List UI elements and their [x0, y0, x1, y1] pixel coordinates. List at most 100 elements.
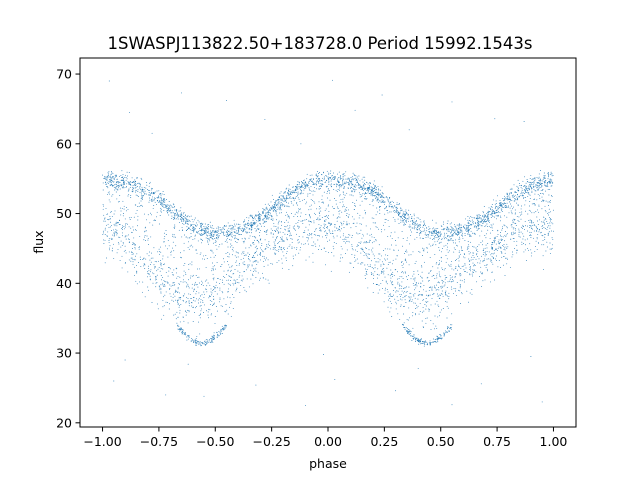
- data-point: [335, 203, 337, 205]
- data-point: [364, 241, 366, 243]
- data-point: [189, 219, 190, 221]
- data-point: [493, 252, 495, 254]
- data-point: [351, 248, 353, 250]
- data-point: [536, 177, 538, 179]
- data-point: [506, 233, 508, 235]
- data-point: [488, 220, 490, 222]
- data-point: [282, 197, 284, 199]
- data-point: [136, 210, 138, 212]
- data-point: [446, 229, 448, 231]
- data-point: [493, 212, 495, 214]
- data-point: [536, 227, 537, 229]
- data-point: [440, 231, 441, 233]
- data-point: [327, 240, 328, 242]
- data-point: [334, 226, 336, 228]
- data-point: [360, 247, 362, 249]
- data-point: [199, 268, 201, 270]
- data-point: [113, 224, 115, 226]
- data-point: [212, 252, 214, 254]
- data-point: [332, 174, 333, 176]
- data-point: [447, 220, 449, 222]
- data-point: [262, 255, 263, 257]
- data-point: [315, 178, 317, 179]
- data-point: [211, 233, 213, 235]
- data-point: [506, 193, 508, 195]
- data-point: [536, 230, 538, 232]
- data-point: [498, 211, 499, 213]
- data-point: [392, 274, 394, 276]
- data-point: [108, 175, 110, 177]
- data-point: [449, 280, 451, 282]
- data-point: [146, 189, 148, 191]
- data-point: [509, 201, 511, 203]
- data-point: [125, 174, 126, 176]
- data-point: [431, 288, 433, 290]
- data-point: [458, 233, 460, 235]
- data-point: [423, 248, 425, 250]
- data-point: [316, 181, 318, 183]
- data-point: [372, 273, 374, 275]
- data-point: [310, 234, 312, 236]
- data-point: [521, 213, 523, 215]
- data-point: [185, 220, 187, 222]
- data-point: [362, 188, 363, 190]
- data-point: [313, 186, 315, 188]
- data-point: [287, 193, 289, 195]
- data-point: [301, 186, 303, 188]
- data-point: [326, 170, 328, 172]
- data-point: [530, 255, 532, 257]
- data-point: [174, 295, 176, 297]
- data-point: [241, 238, 243, 240]
- data-point: [272, 220, 274, 222]
- data-point: [127, 175, 128, 177]
- data-point: [340, 254, 342, 256]
- data-point: [486, 258, 488, 260]
- data-point: [154, 279, 156, 281]
- data-point: [142, 191, 144, 193]
- data-point: [458, 223, 460, 225]
- data-point: [196, 284, 198, 286]
- data-point: [450, 238, 452, 240]
- data-point: [310, 217, 311, 219]
- data-point: [397, 281, 399, 283]
- data-point: [121, 229, 123, 231]
- data-point: [111, 176, 113, 178]
- data-point: [355, 180, 357, 182]
- data-point: [315, 228, 317, 230]
- data-point: [477, 262, 479, 264]
- data-point: [235, 238, 237, 240]
- data-point: [208, 234, 210, 236]
- data-point: [153, 199, 155, 200]
- data-point: [112, 194, 114, 196]
- data-point: [385, 281, 387, 283]
- data-point: [319, 245, 320, 247]
- data-point: [504, 247, 506, 249]
- data-point: [153, 200, 155, 202]
- data-point: [350, 262, 352, 264]
- data-point: [169, 293, 171, 295]
- data-point: [115, 184, 117, 186]
- data-point: [477, 219, 479, 221]
- data-point: [503, 224, 505, 226]
- data-point: [524, 239, 526, 241]
- data-point: [132, 181, 134, 183]
- data-point: [484, 235, 486, 236]
- data-point: [223, 270, 225, 272]
- data-point: [494, 203, 496, 205]
- data-point: [534, 198, 536, 200]
- data-point: [491, 227, 493, 229]
- data-point: [389, 311, 391, 313]
- data-point: [142, 195, 144, 196]
- data-point: [192, 227, 194, 229]
- data-point: [505, 246, 507, 248]
- data-point: [540, 231, 542, 233]
- data-point: [501, 229, 503, 231]
- data-point: [486, 223, 488, 225]
- data-point: [461, 229, 463, 231]
- data-point: [417, 273, 419, 275]
- data-point: [446, 232, 448, 234]
- data-point: [504, 202, 505, 204]
- data-point: [131, 190, 133, 192]
- data-point: [518, 235, 520, 237]
- data-point: [504, 231, 506, 232]
